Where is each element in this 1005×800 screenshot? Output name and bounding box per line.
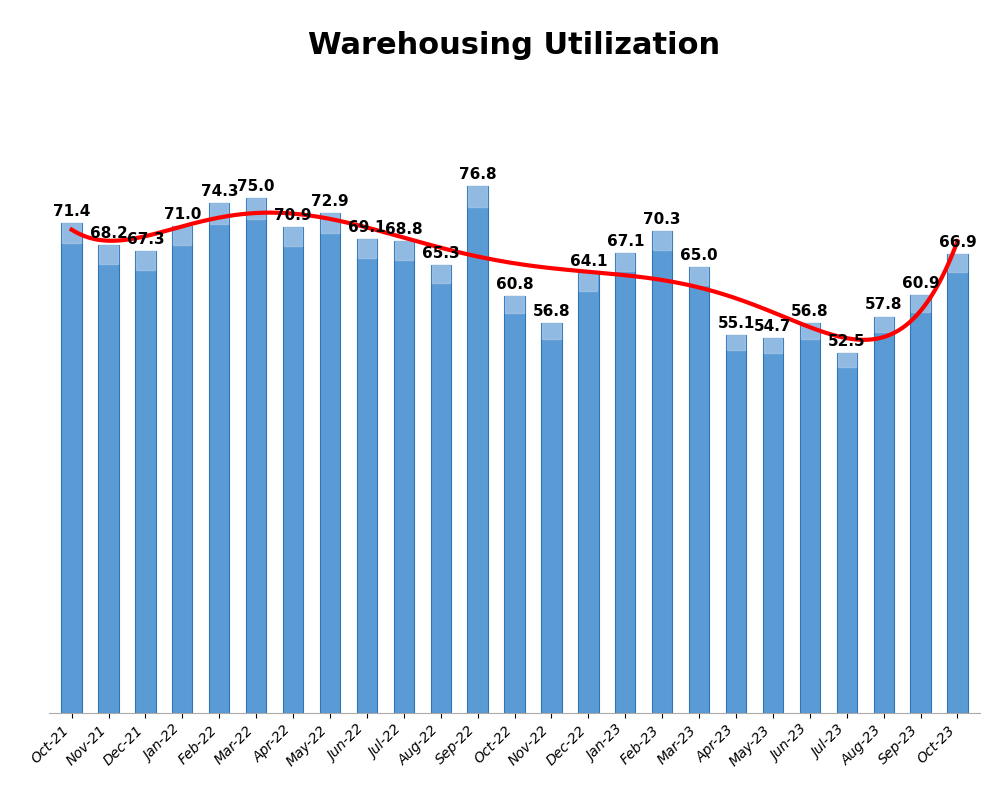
Bar xyxy=(874,317,892,333)
Bar xyxy=(320,213,340,714)
Bar xyxy=(172,226,193,714)
Bar xyxy=(468,186,486,207)
Bar xyxy=(542,323,562,714)
Bar xyxy=(653,230,671,250)
Bar xyxy=(209,203,229,714)
Bar xyxy=(467,186,487,714)
Text: 60.8: 60.8 xyxy=(495,277,534,292)
Bar xyxy=(284,226,303,246)
Text: 52.5: 52.5 xyxy=(828,334,865,349)
Bar xyxy=(283,226,304,714)
Bar xyxy=(173,226,192,246)
Bar xyxy=(949,254,967,273)
Bar xyxy=(395,241,413,260)
Bar xyxy=(912,295,930,312)
Bar xyxy=(505,296,525,714)
Bar xyxy=(615,253,635,714)
Text: 65.0: 65.0 xyxy=(680,248,718,263)
Bar xyxy=(873,317,893,714)
Text: 71.0: 71.0 xyxy=(164,207,201,222)
Text: 72.9: 72.9 xyxy=(312,194,349,209)
Text: 56.8: 56.8 xyxy=(533,304,570,319)
Text: 54.7: 54.7 xyxy=(754,318,792,334)
Bar xyxy=(62,223,80,242)
Bar xyxy=(358,239,376,258)
Bar xyxy=(506,296,524,313)
Bar xyxy=(836,353,857,714)
Bar xyxy=(800,323,820,714)
Bar xyxy=(616,253,634,271)
Bar xyxy=(136,251,156,714)
Bar xyxy=(61,223,81,714)
Text: 71.4: 71.4 xyxy=(53,204,90,219)
Text: 67.3: 67.3 xyxy=(127,232,164,247)
Bar xyxy=(911,295,931,714)
Bar xyxy=(137,251,155,270)
Text: 70.9: 70.9 xyxy=(274,207,312,222)
Bar xyxy=(99,245,118,264)
Text: 68.2: 68.2 xyxy=(89,226,128,241)
Bar xyxy=(689,267,710,714)
Bar xyxy=(357,239,377,714)
Bar xyxy=(763,338,783,714)
Text: 66.9: 66.9 xyxy=(939,235,976,250)
Bar xyxy=(764,338,782,353)
Bar xyxy=(652,230,672,714)
Text: 68.8: 68.8 xyxy=(385,222,423,237)
Bar xyxy=(727,335,745,350)
Bar xyxy=(801,323,819,339)
Text: 70.3: 70.3 xyxy=(643,212,681,226)
Bar xyxy=(431,265,450,283)
Bar xyxy=(837,353,856,367)
Text: 64.1: 64.1 xyxy=(570,254,607,269)
Bar xyxy=(579,274,598,291)
Bar xyxy=(430,265,451,714)
Bar xyxy=(98,245,119,714)
Text: 57.8: 57.8 xyxy=(865,298,902,313)
Text: 69.1: 69.1 xyxy=(348,220,386,235)
Bar xyxy=(543,323,561,339)
Text: 55.1: 55.1 xyxy=(718,316,755,331)
Title: Warehousing Utilization: Warehousing Utilization xyxy=(309,31,721,60)
Text: 75.0: 75.0 xyxy=(237,179,275,194)
Text: 56.8: 56.8 xyxy=(791,304,829,319)
Bar xyxy=(690,267,709,285)
Text: 76.8: 76.8 xyxy=(459,167,496,182)
Bar xyxy=(948,254,968,714)
Text: 60.9: 60.9 xyxy=(901,276,940,291)
Bar xyxy=(578,274,599,714)
Bar xyxy=(321,213,339,233)
Bar xyxy=(394,241,414,714)
Bar xyxy=(246,198,266,714)
Text: 67.1: 67.1 xyxy=(607,234,644,249)
Bar xyxy=(210,203,228,224)
Bar xyxy=(726,335,746,714)
Text: 74.3: 74.3 xyxy=(201,184,238,199)
Bar xyxy=(247,198,265,219)
Text: 65.3: 65.3 xyxy=(422,246,459,261)
